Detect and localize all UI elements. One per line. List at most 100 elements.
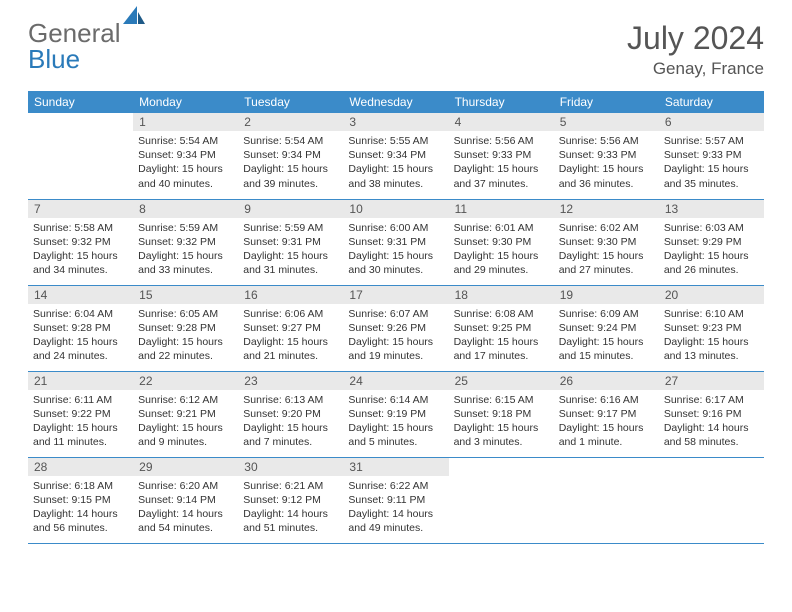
sunset-line: Sunset: 9:28 PM	[33, 321, 128, 335]
calendar-body: 1Sunrise: 5:54 AMSunset: 9:34 PMDaylight…	[28, 113, 764, 543]
day-number: 6	[659, 113, 764, 131]
sunset-line: Sunset: 9:20 PM	[243, 407, 338, 421]
daylight-line: Daylight: 15 hours and 27 minutes.	[559, 249, 654, 277]
daylight-line: Daylight: 15 hours and 30 minutes.	[348, 249, 443, 277]
day-info: Sunrise: 6:21 AMSunset: 9:12 PMDaylight:…	[238, 476, 343, 540]
calendar-day-cell: 20Sunrise: 6:10 AMSunset: 9:23 PMDayligh…	[659, 285, 764, 371]
day-number: 17	[343, 286, 448, 304]
day-info: Sunrise: 5:57 AMSunset: 9:33 PMDaylight:…	[659, 131, 764, 195]
calendar-day-cell: 15Sunrise: 6:05 AMSunset: 9:28 PMDayligh…	[133, 285, 238, 371]
calendar-day-cell: 1Sunrise: 5:54 AMSunset: 9:34 PMDaylight…	[133, 113, 238, 199]
sunrise-line: Sunrise: 5:59 AM	[243, 221, 338, 235]
day-info: Sunrise: 6:16 AMSunset: 9:17 PMDaylight:…	[554, 390, 659, 454]
day-number: 25	[449, 372, 554, 390]
daylight-line: Daylight: 15 hours and 5 minutes.	[348, 421, 443, 449]
calendar-day-cell	[449, 457, 554, 543]
day-info: Sunrise: 5:55 AMSunset: 9:34 PMDaylight:…	[343, 131, 448, 195]
day-info: Sunrise: 6:12 AMSunset: 9:21 PMDaylight:…	[133, 390, 238, 454]
sunrise-line: Sunrise: 6:20 AM	[138, 479, 233, 493]
sunrise-line: Sunrise: 6:11 AM	[33, 393, 128, 407]
calendar-day-cell: 31Sunrise: 6:22 AMSunset: 9:11 PMDayligh…	[343, 457, 448, 543]
sunrise-line: Sunrise: 6:09 AM	[559, 307, 654, 321]
daylight-line: Daylight: 15 hours and 26 minutes.	[664, 249, 759, 277]
day-number: 7	[28, 200, 133, 218]
sunrise-line: Sunrise: 6:10 AM	[664, 307, 759, 321]
sunrise-line: Sunrise: 5:54 AM	[243, 134, 338, 148]
sunrise-line: Sunrise: 5:56 AM	[454, 134, 549, 148]
daylight-line: Daylight: 15 hours and 24 minutes.	[33, 335, 128, 363]
weekday-header-row: Sunday Monday Tuesday Wednesday Thursday…	[28, 91, 764, 113]
sunset-line: Sunset: 9:32 PM	[138, 235, 233, 249]
sunrise-line: Sunrise: 6:08 AM	[454, 307, 549, 321]
day-number: 31	[343, 458, 448, 476]
sunrise-line: Sunrise: 6:18 AM	[33, 479, 128, 493]
calendar-table: Sunday Monday Tuesday Wednesday Thursday…	[28, 91, 764, 544]
day-number: 13	[659, 200, 764, 218]
sunset-line: Sunset: 9:28 PM	[138, 321, 233, 335]
sunset-line: Sunset: 9:34 PM	[138, 148, 233, 162]
weekday-header: Friday	[554, 91, 659, 113]
calendar-day-cell: 24Sunrise: 6:14 AMSunset: 9:19 PMDayligh…	[343, 371, 448, 457]
daylight-line: Daylight: 15 hours and 38 minutes.	[348, 162, 443, 190]
calendar-day-cell: 28Sunrise: 6:18 AMSunset: 9:15 PMDayligh…	[28, 457, 133, 543]
location-label: Genay, France	[627, 59, 764, 79]
daylight-line: Daylight: 15 hours and 1 minute.	[559, 421, 654, 449]
daylight-line: Daylight: 15 hours and 39 minutes.	[243, 162, 338, 190]
daylight-line: Daylight: 15 hours and 35 minutes.	[664, 162, 759, 190]
calendar-day-cell: 29Sunrise: 6:20 AMSunset: 9:14 PMDayligh…	[133, 457, 238, 543]
daylight-line: Daylight: 15 hours and 15 minutes.	[559, 335, 654, 363]
daylight-line: Daylight: 15 hours and 22 minutes.	[138, 335, 233, 363]
sunset-line: Sunset: 9:24 PM	[559, 321, 654, 335]
sunset-line: Sunset: 9:25 PM	[454, 321, 549, 335]
day-number: 4	[449, 113, 554, 131]
calendar-week-row: 7Sunrise: 5:58 AMSunset: 9:32 PMDaylight…	[28, 199, 764, 285]
calendar-day-cell: 4Sunrise: 5:56 AMSunset: 9:33 PMDaylight…	[449, 113, 554, 199]
daylight-line: Daylight: 15 hours and 33 minutes.	[138, 249, 233, 277]
sunrise-line: Sunrise: 6:13 AM	[243, 393, 338, 407]
calendar-day-cell: 3Sunrise: 5:55 AMSunset: 9:34 PMDaylight…	[343, 113, 448, 199]
sunrise-line: Sunrise: 5:55 AM	[348, 134, 443, 148]
day-info: Sunrise: 6:04 AMSunset: 9:28 PMDaylight:…	[28, 304, 133, 368]
weekday-header: Saturday	[659, 91, 764, 113]
title-block: July 2024 Genay, France	[627, 20, 764, 79]
sunrise-line: Sunrise: 6:22 AM	[348, 479, 443, 493]
sunrise-line: Sunrise: 6:17 AM	[664, 393, 759, 407]
day-info: Sunrise: 6:13 AMSunset: 9:20 PMDaylight:…	[238, 390, 343, 454]
calendar-day-cell: 30Sunrise: 6:21 AMSunset: 9:12 PMDayligh…	[238, 457, 343, 543]
sunrise-line: Sunrise: 6:06 AM	[243, 307, 338, 321]
sunset-line: Sunset: 9:18 PM	[454, 407, 549, 421]
day-info: Sunrise: 5:59 AMSunset: 9:31 PMDaylight:…	[238, 218, 343, 282]
calendar-week-row: 1Sunrise: 5:54 AMSunset: 9:34 PMDaylight…	[28, 113, 764, 199]
daylight-line: Daylight: 14 hours and 51 minutes.	[243, 507, 338, 535]
sunset-line: Sunset: 9:21 PM	[138, 407, 233, 421]
daylight-line: Daylight: 14 hours and 49 minutes.	[348, 507, 443, 535]
calendar-day-cell: 17Sunrise: 6:07 AMSunset: 9:26 PMDayligh…	[343, 285, 448, 371]
calendar-day-cell: 25Sunrise: 6:15 AMSunset: 9:18 PMDayligh…	[449, 371, 554, 457]
sunset-line: Sunset: 9:34 PM	[243, 148, 338, 162]
daylight-line: Daylight: 15 hours and 11 minutes.	[33, 421, 128, 449]
day-info: Sunrise: 5:54 AMSunset: 9:34 PMDaylight:…	[133, 131, 238, 195]
daylight-line: Daylight: 15 hours and 13 minutes.	[664, 335, 759, 363]
calendar-day-cell: 16Sunrise: 6:06 AMSunset: 9:27 PMDayligh…	[238, 285, 343, 371]
calendar-week-row: 14Sunrise: 6:04 AMSunset: 9:28 PMDayligh…	[28, 285, 764, 371]
day-info: Sunrise: 6:18 AMSunset: 9:15 PMDaylight:…	[28, 476, 133, 540]
sunrise-line: Sunrise: 6:04 AM	[33, 307, 128, 321]
sunrise-line: Sunrise: 6:15 AM	[454, 393, 549, 407]
daylight-line: Daylight: 15 hours and 29 minutes.	[454, 249, 549, 277]
calendar-day-cell: 8Sunrise: 5:59 AMSunset: 9:32 PMDaylight…	[133, 199, 238, 285]
month-title: July 2024	[627, 20, 764, 57]
daylight-line: Daylight: 14 hours and 56 minutes.	[33, 507, 128, 535]
day-info: Sunrise: 6:11 AMSunset: 9:22 PMDaylight:…	[28, 390, 133, 454]
day-info: Sunrise: 6:07 AMSunset: 9:26 PMDaylight:…	[343, 304, 448, 368]
day-info: Sunrise: 6:15 AMSunset: 9:18 PMDaylight:…	[449, 390, 554, 454]
calendar-day-cell: 22Sunrise: 6:12 AMSunset: 9:21 PMDayligh…	[133, 371, 238, 457]
weekday-header: Sunday	[28, 91, 133, 113]
calendar-day-cell	[659, 457, 764, 543]
day-number: 12	[554, 200, 659, 218]
daylight-line: Daylight: 15 hours and 17 minutes.	[454, 335, 549, 363]
sunset-line: Sunset: 9:19 PM	[348, 407, 443, 421]
weekday-header: Thursday	[449, 91, 554, 113]
calendar-day-cell: 21Sunrise: 6:11 AMSunset: 9:22 PMDayligh…	[28, 371, 133, 457]
sunrise-line: Sunrise: 6:01 AM	[454, 221, 549, 235]
daylight-line: Daylight: 15 hours and 34 minutes.	[33, 249, 128, 277]
